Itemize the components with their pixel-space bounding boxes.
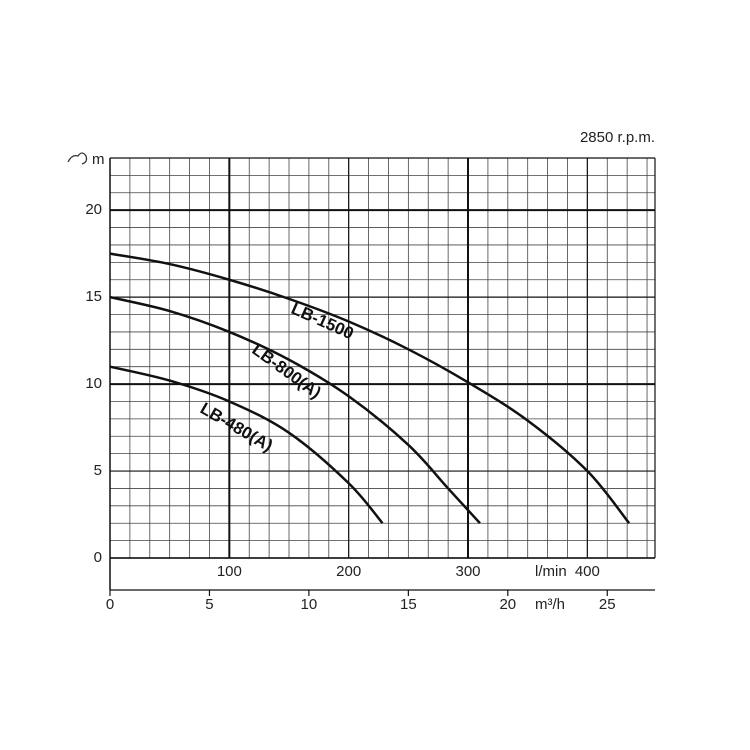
x2-tick-label: 100 (217, 563, 242, 580)
y-tick-label: 10 (85, 375, 102, 392)
hand-icon (67, 152, 88, 165)
curve-label: LB-480(A) (197, 399, 276, 456)
x-tick-label: 0 (106, 596, 114, 613)
curve-label: LB-1500 (288, 299, 356, 343)
x-tick-label: 5 (205, 596, 213, 613)
y-tick-label: 5 (94, 462, 102, 479)
pump-curve (109, 295, 481, 525)
x-tick-label: 10 (301, 596, 318, 613)
y-tick-label: 0 (94, 549, 102, 566)
x2-tick-label: 300 (455, 563, 480, 580)
y-axis-label: m (92, 151, 105, 168)
x-tick-label: 15 (400, 596, 417, 613)
x2-tick-label: 400 (575, 563, 600, 580)
y-tick-label: 20 (85, 201, 102, 218)
x2-axis-label: l/min (535, 563, 567, 580)
x-tick-label: 20 (499, 596, 516, 613)
pump-curve (109, 252, 631, 524)
x-axis-label: m³/h (535, 596, 565, 613)
pump-curve (109, 365, 384, 525)
x-tick-label: 25 (599, 596, 616, 613)
rpm-annotation: 2850 r.p.m. (580, 129, 655, 146)
x2-tick-label: 200 (336, 563, 361, 580)
y-tick-label: 15 (85, 288, 102, 305)
